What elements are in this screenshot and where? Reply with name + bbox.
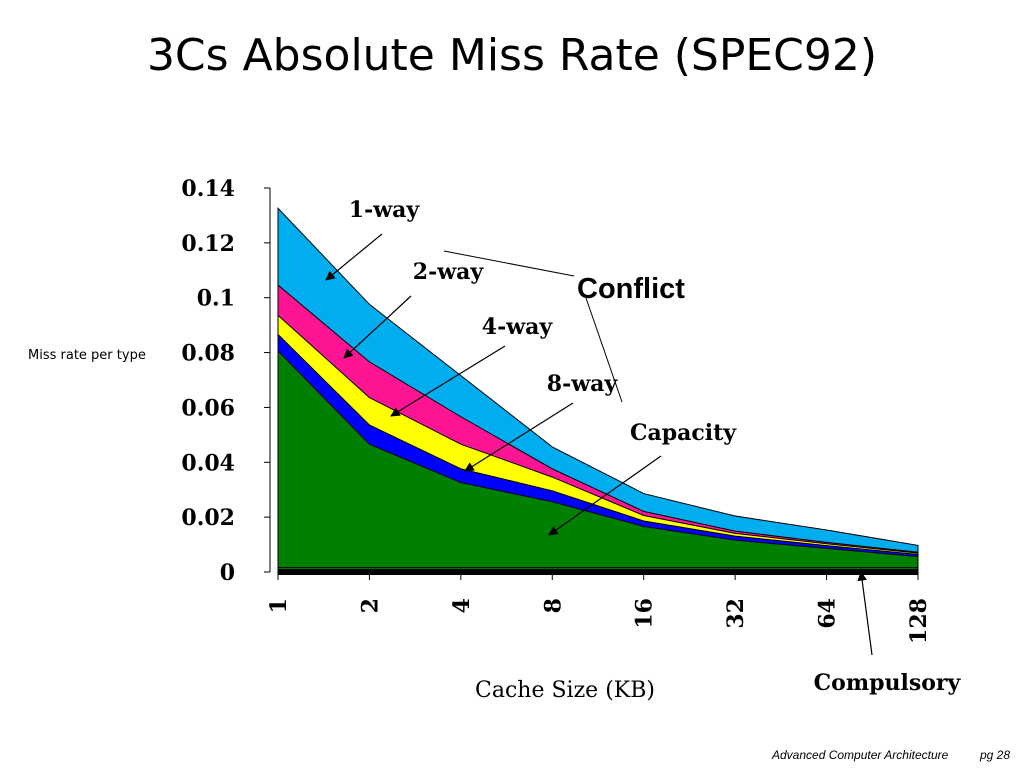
y-tick-label: 0.14 [181, 176, 235, 202]
x-tick-label: 8 [540, 598, 566, 613]
arrow-capacity [548, 455, 662, 536]
arrow-2-way [343, 295, 412, 359]
arrow-8-way [464, 402, 574, 472]
arrow-1-way [325, 233, 383, 281]
x-tick-label: 1 [266, 598, 292, 613]
footer-course-title: Advanced Computer Architecture [772, 748, 949, 762]
arrow-4-way [390, 345, 506, 417]
label-capacity: Capacity [630, 420, 737, 446]
label-conflict: Conflict [577, 273, 685, 305]
label-compulsory: Compulsory [814, 670, 962, 696]
x-tick-label: 64 [815, 598, 841, 629]
x-tick-label: 2 [357, 598, 383, 613]
y-tick-label: 0.02 [181, 505, 235, 531]
slide-title: 3Cs Absolute Miss Rate (SPEC92) [146, 30, 878, 81]
y-tick-label: 0.1 [197, 286, 235, 312]
x-tick-label: 128 [906, 598, 932, 644]
y-tick-label: 0 [220, 560, 235, 586]
x-tick-label: 32 [723, 598, 749, 629]
y-axis-label: Miss rate per type [28, 348, 146, 363]
area-capacity [277, 349, 919, 573]
label-8-way: 8-way [547, 371, 619, 397]
x-tick-label: 4 [449, 598, 475, 613]
y-tick-label: 0.06 [181, 395, 235, 421]
x-tick-label: 16 [632, 598, 658, 629]
label-1-way: 1-way [349, 197, 421, 223]
conflict-leader-line [443, 250, 575, 277]
footer-page-number: pg 28 [980, 748, 1011, 762]
y-tick-label: 0.04 [181, 450, 235, 476]
label-4-way: 4-way [482, 314, 554, 340]
label-2-way: 2-way [413, 259, 485, 285]
conflict-leader-line [585, 297, 623, 403]
x-axis-title: Cache Size (KB) [475, 678, 655, 703]
y-tick-label: 0.12 [181, 231, 235, 257]
arrow-compulsory [857, 571, 873, 656]
y-tick-label: 0.08 [181, 341, 235, 367]
